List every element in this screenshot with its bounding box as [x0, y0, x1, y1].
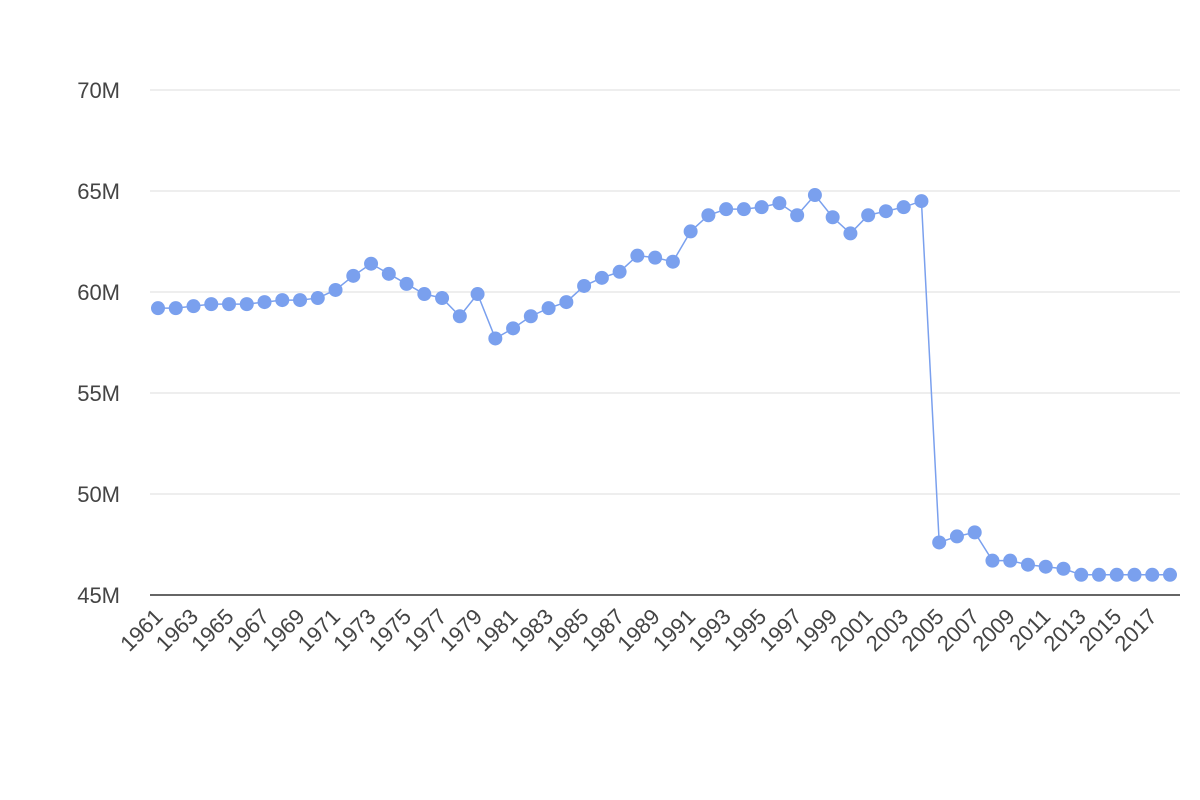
marker [630, 248, 645, 263]
marker [186, 299, 201, 314]
marker [470, 287, 485, 302]
marker [328, 282, 343, 297]
marker [1074, 567, 1089, 582]
marker [506, 321, 521, 336]
marker [488, 331, 503, 346]
marker [648, 250, 663, 265]
marker [1056, 561, 1071, 576]
marker [151, 301, 165, 316]
marker [736, 202, 751, 217]
y-tick-label: 70M [77, 78, 120, 103]
marker [399, 276, 414, 291]
marker [807, 188, 822, 203]
marker [1109, 567, 1124, 582]
marker [896, 200, 911, 215]
marker [949, 529, 964, 544]
marker [275, 293, 290, 308]
x-tick-label: 2017 [1109, 604, 1161, 656]
marker [665, 254, 680, 269]
marker [1145, 567, 1160, 582]
marker [452, 309, 467, 324]
marker [417, 287, 432, 302]
marker [790, 208, 805, 223]
marker [168, 301, 183, 316]
line [158, 193, 1170, 576]
marker [1020, 557, 1035, 572]
marker [932, 535, 947, 550]
y-tick-label: 50M [77, 482, 120, 507]
marker [594, 270, 609, 285]
y-tick-label: 55M [77, 381, 120, 406]
marker [364, 256, 379, 271]
marker [772, 196, 787, 211]
marker [239, 297, 254, 312]
y-tick-label: 60M [77, 280, 120, 305]
marker [310, 291, 325, 306]
marker [293, 293, 308, 308]
marker [1163, 567, 1177, 582]
marker [825, 210, 840, 225]
marker [346, 268, 361, 283]
y-tick-label: 65M [77, 179, 120, 204]
marker [559, 295, 574, 310]
marker [222, 297, 237, 312]
marker [683, 224, 698, 239]
marker [1091, 567, 1106, 582]
marker [701, 208, 716, 223]
marker [577, 278, 592, 293]
marker [435, 291, 450, 306]
marker [914, 194, 929, 209]
marker [257, 295, 272, 310]
marker [1038, 559, 1053, 574]
marker [381, 266, 396, 281]
marker [612, 264, 627, 279]
marker [843, 226, 858, 241]
y-tick-label: 45M [77, 583, 120, 608]
marker [541, 301, 556, 316]
marker [1003, 553, 1018, 568]
marker [523, 309, 538, 324]
marker [754, 200, 769, 215]
marker [204, 297, 219, 312]
marker [967, 525, 982, 540]
marker [1127, 567, 1142, 582]
marker [719, 202, 734, 217]
marker [985, 553, 1000, 568]
marker [878, 204, 893, 219]
marker [861, 208, 876, 223]
